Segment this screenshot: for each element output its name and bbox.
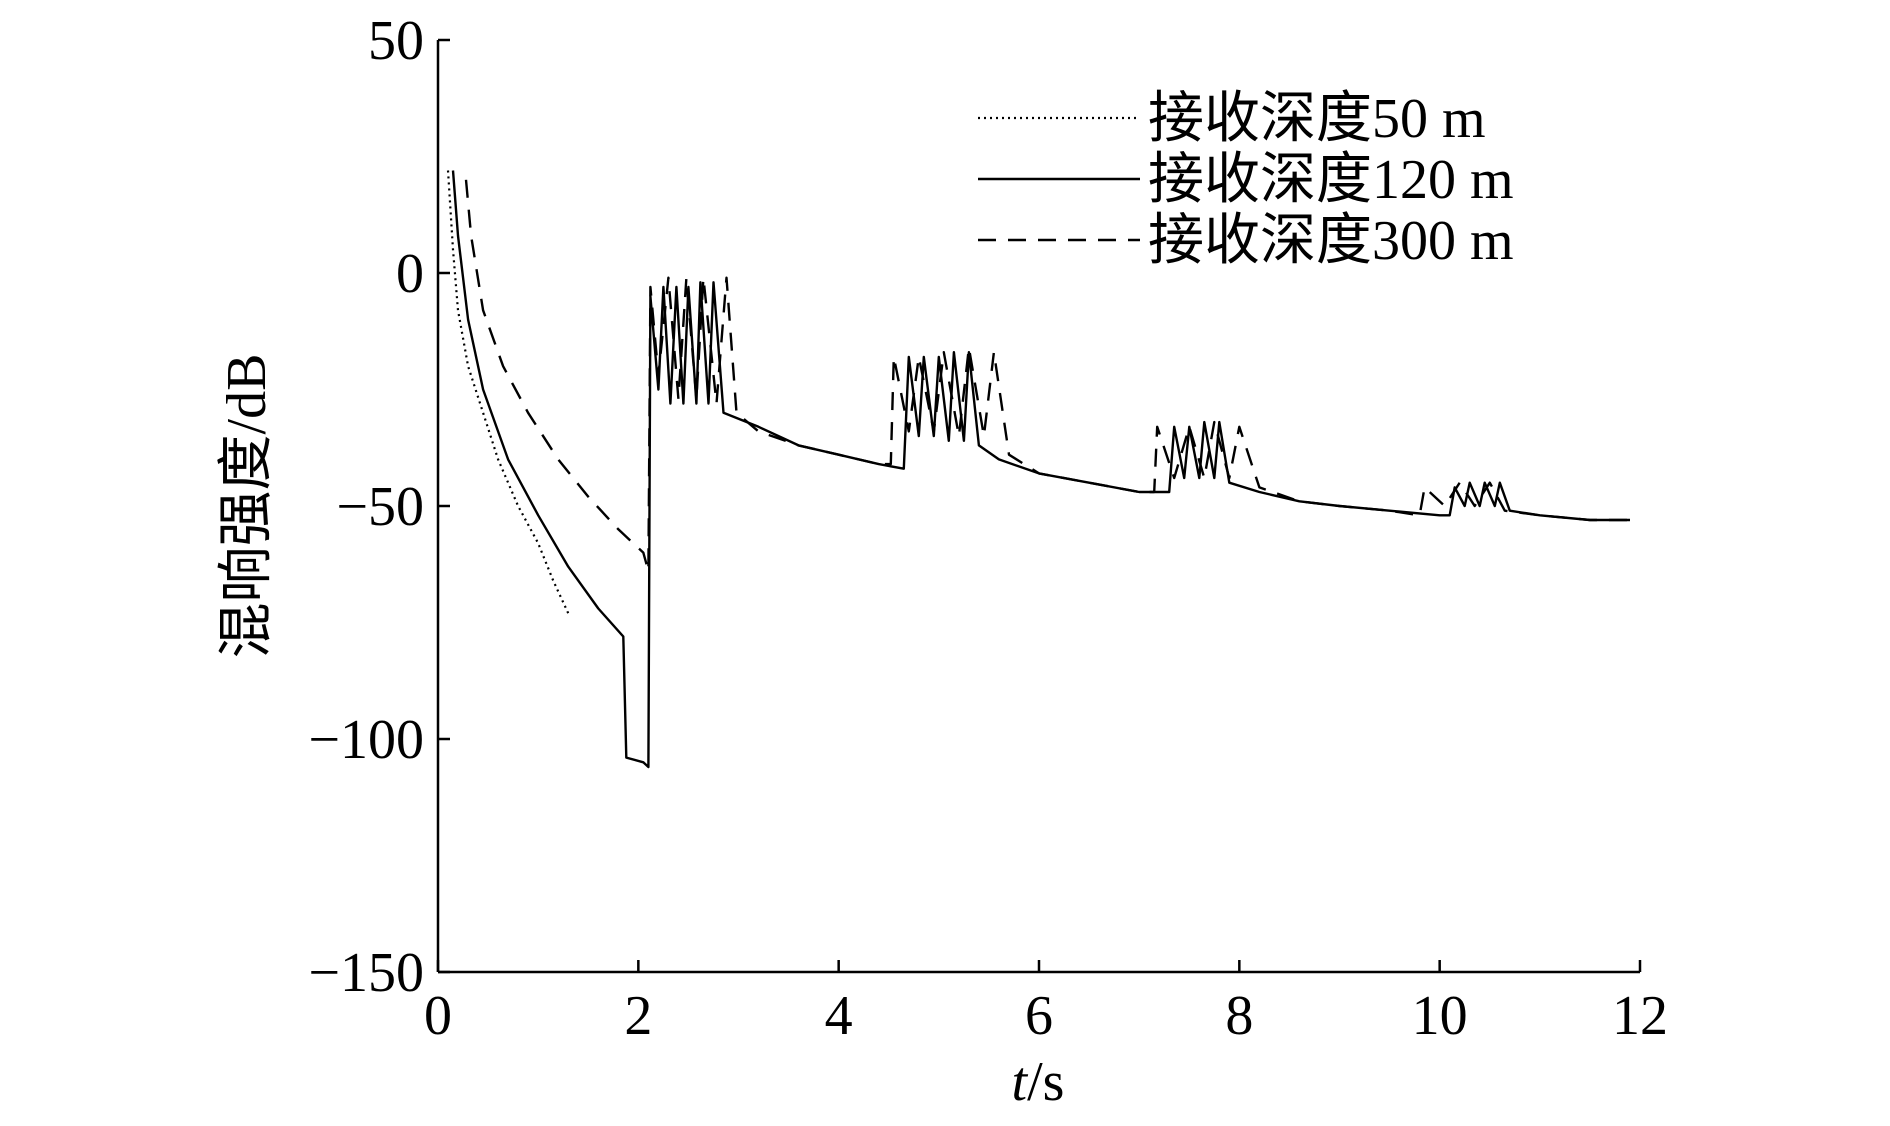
x-tick-label: 6: [1025, 985, 1053, 1047]
x-axis-title-var: t: [1012, 1051, 1029, 1113]
y-axis-title: 混响强度/dB: [216, 354, 278, 659]
legend-label: 接收深度120 m: [1148, 149, 1514, 211]
y-tick-label: 0: [396, 243, 424, 305]
y-tick-label: −100: [308, 709, 424, 771]
series-line-dashed: [464, 179, 1630, 573]
x-axis-title-unit: /s: [1027, 1051, 1064, 1113]
x-tick-label: 12: [1612, 985, 1668, 1047]
y-tick-label: −50: [336, 476, 424, 538]
x-ticks: 0 2 4 6 8 10 12: [424, 960, 1668, 1047]
series-group: [446, 170, 1630, 769]
series-line-solid: [451, 170, 1630, 769]
x-tick-label: 0: [424, 985, 452, 1047]
y-tick-label: −150: [308, 942, 424, 1004]
x-tick-label: 4: [825, 985, 853, 1047]
y-ticks: −150 −100 −50 0 50: [308, 10, 450, 1004]
x-axis-title: t/s: [1012, 1051, 1065, 1113]
x-tick-label: 8: [1225, 985, 1253, 1047]
legend-label: 接收深度50 m: [1148, 88, 1486, 150]
y-tick-label: 50: [368, 10, 424, 72]
x-tick-label: 10: [1412, 985, 1468, 1047]
x-tick-label: 2: [624, 985, 652, 1047]
series-line-dotted: [446, 170, 570, 614]
legend-label: 接收深度300 m: [1148, 210, 1514, 272]
